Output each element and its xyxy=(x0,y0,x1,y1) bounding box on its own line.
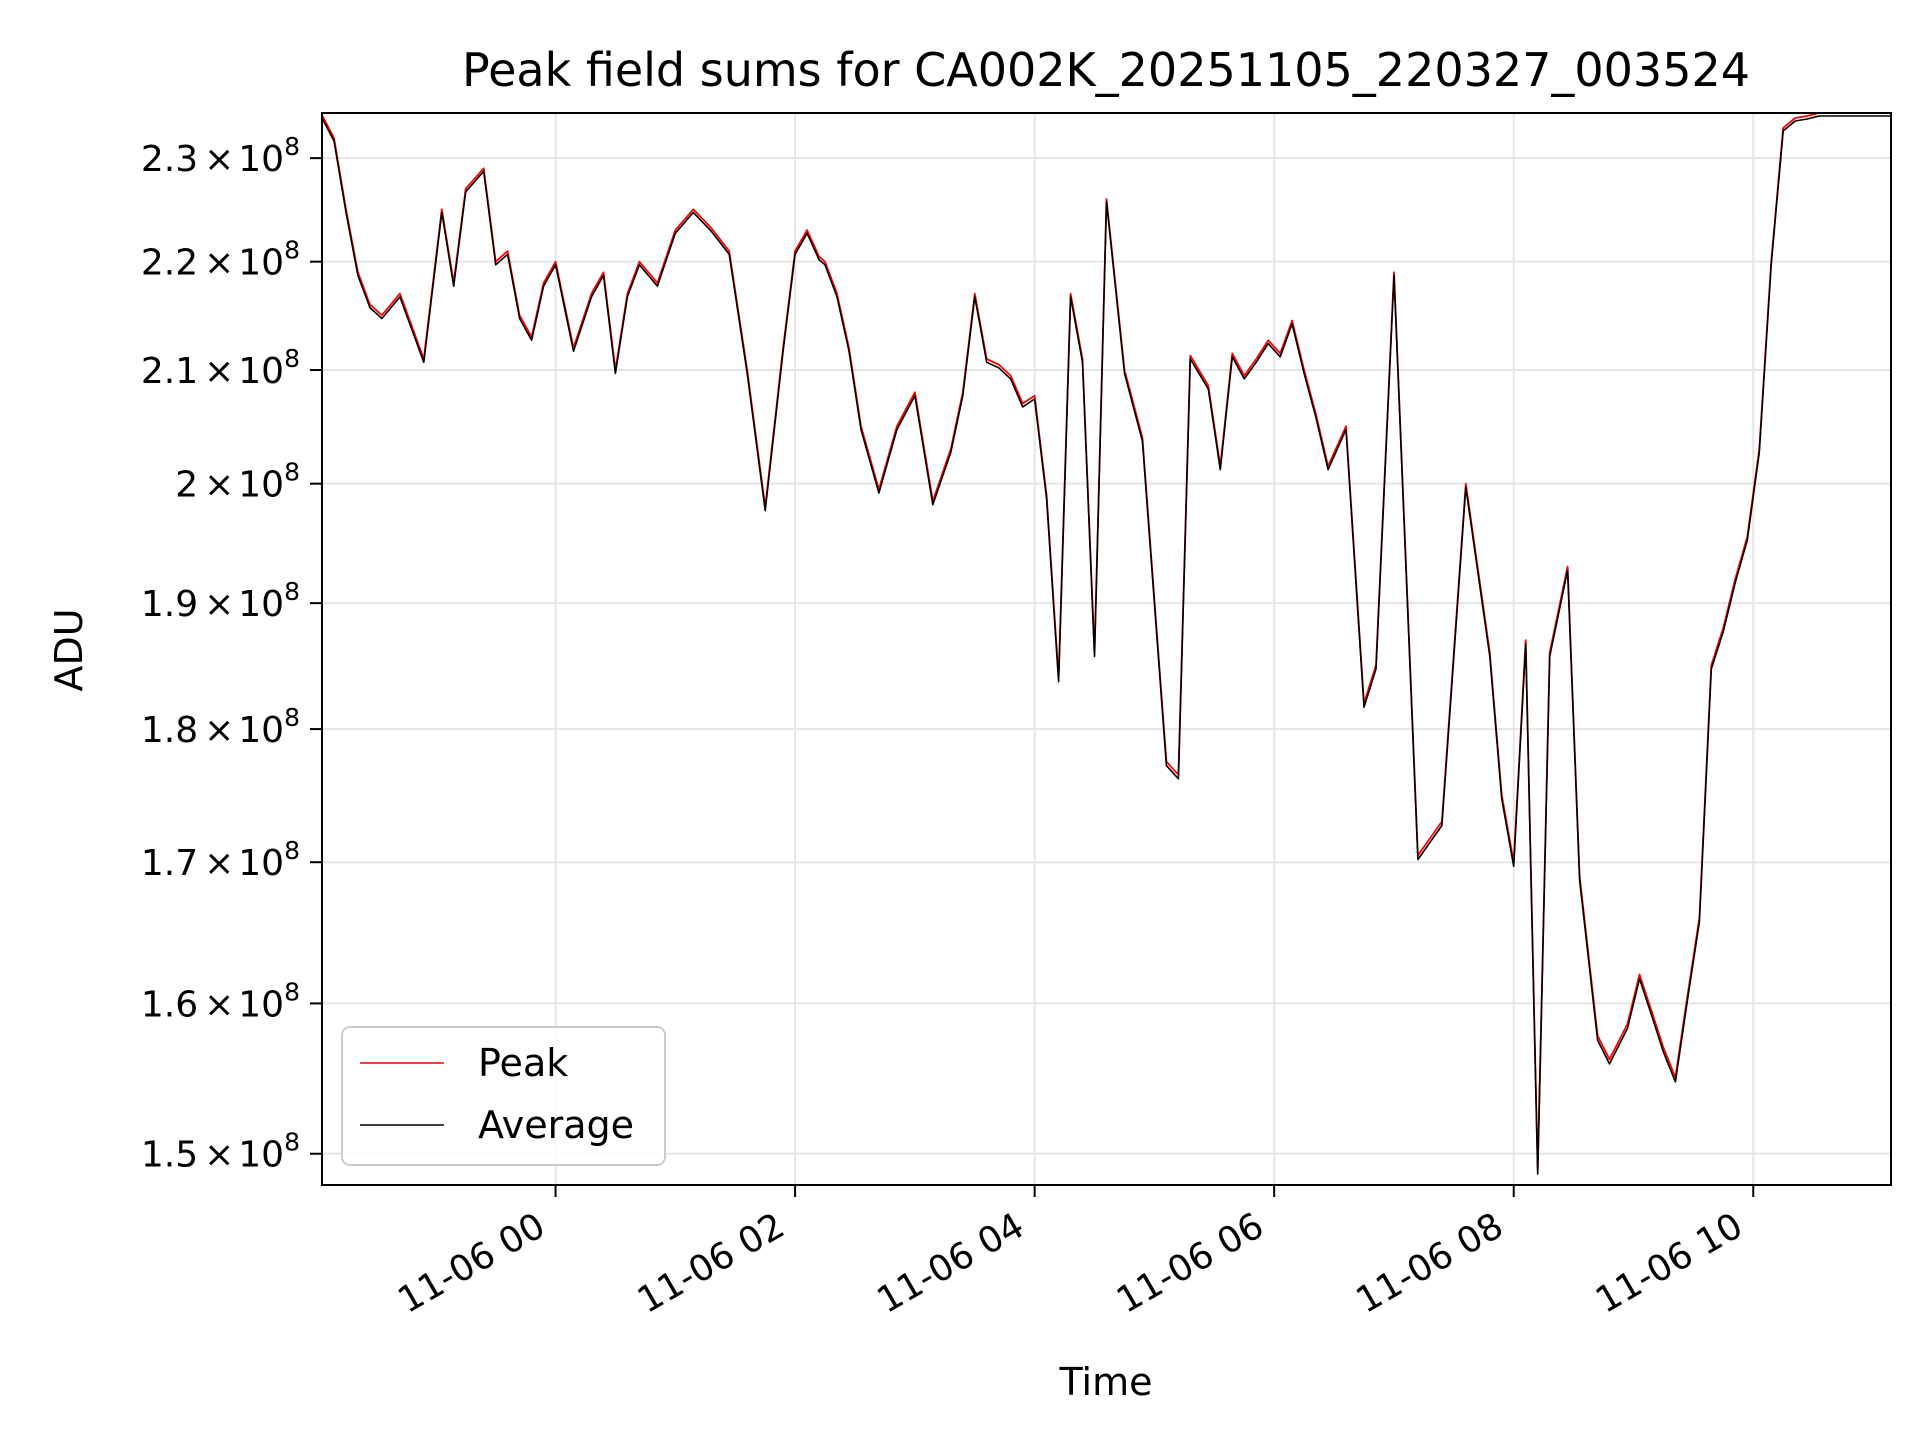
y-axis: 1.5 × 108 1.6 × 108 1.7 × 108 1.8 × 108 1.9 × 108 2 × 108… xyxy=(141,132,322,1176)
grid xyxy=(322,113,1891,1185)
legend-label-peak: Peak xyxy=(478,1041,568,1085)
y-tick-label: 1.8 × 108 xyxy=(141,703,300,751)
y-tick-label: 1.6 × 108 xyxy=(141,977,300,1025)
y-tick-label: 1.7 × 108 xyxy=(141,836,300,884)
plot-frame xyxy=(321,112,1892,1186)
legend-box xyxy=(341,1026,666,1166)
y-tick-label: 1.9 × 108 xyxy=(141,577,300,625)
series-layer xyxy=(322,113,1891,1175)
y-tick-label: 1.5 × 108 xyxy=(141,1128,300,1176)
legend: Peak Average xyxy=(341,1026,666,1166)
y-tick-label: 2.1 × 108 xyxy=(141,344,300,392)
y-tick-label: 2.3 × 108 xyxy=(141,132,300,180)
series-line-average xyxy=(322,115,1891,1175)
y-tick-label: 2 × 108 xyxy=(175,458,300,506)
y-axis-label: ADU xyxy=(47,608,91,691)
legend-label-average: Average xyxy=(478,1103,634,1147)
y-tick-label: 2.2 × 108 xyxy=(141,236,300,284)
x-axis-label: Time xyxy=(1059,1360,1153,1404)
chart-title: Peak field sums for CA002K_20251105_2203… xyxy=(462,43,1750,97)
